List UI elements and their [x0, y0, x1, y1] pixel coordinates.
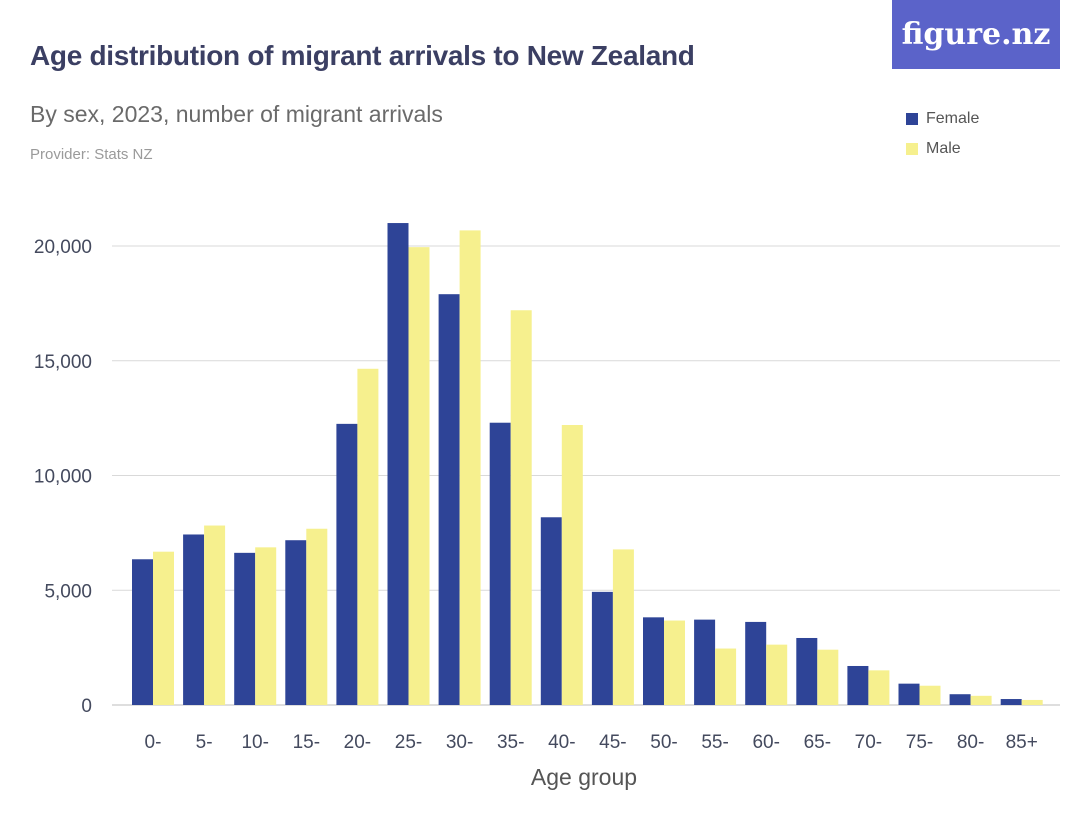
x-tick-label: 25-: [395, 732, 422, 753]
x-axis-title: Age group: [531, 764, 637, 790]
legend-item-male: Male: [906, 134, 979, 164]
bar-male-70: [868, 670, 890, 705]
bar-female-0: [132, 559, 153, 705]
bar-female-70: [847, 665, 869, 705]
bar-male-50: [664, 620, 685, 705]
legend-item-female: Female: [906, 104, 979, 134]
x-tick-label: 5-: [196, 732, 213, 753]
x-tick-label: 30-: [446, 732, 473, 753]
bar-male-30: [459, 230, 481, 706]
bar-male-85plus: [1021, 699, 1043, 705]
bar-male-40: [561, 425, 583, 705]
chart-title: Age distribution of migrant arrivals to …: [30, 40, 695, 71]
bar-female-50: [643, 617, 664, 705]
x-tick-label: 40-: [548, 732, 575, 753]
x-tick-label: 55-: [701, 732, 728, 753]
bar-male-75: [919, 685, 941, 705]
x-tick-label: 70-: [855, 732, 882, 753]
y-tick-label: 20,000: [34, 237, 92, 258]
bar-female-45: [591, 591, 613, 705]
figure-nz-logo[interactable]: figure.nz: [892, 0, 1060, 69]
x-axis-labels: 0- 5- 10- 15- 20- 25- 30- 35- 40- 45- 50- 55- 60- 65-…: [145, 732, 1038, 753]
x-tick-label: 60-: [752, 732, 779, 753]
bar-female-35: [489, 422, 511, 705]
y-tick-label: 0: [81, 696, 92, 717]
bar-female-85plus: [1000, 699, 1022, 705]
x-tick-label: 75-: [906, 732, 933, 753]
bar-female-10: [234, 552, 256, 705]
y-axis-labels: 0 5,000 10,000 15,000 20,000: [34, 237, 92, 717]
bar-male-0: [153, 551, 174, 705]
bar-male-20: [357, 368, 379, 705]
bar-male-10: [255, 547, 277, 705]
x-tick-label: 80-: [957, 732, 984, 753]
bar-female-40: [540, 517, 562, 705]
legend-swatch-female: [906, 113, 918, 125]
bar-female-30: [438, 294, 460, 705]
legend-label-female: Female: [926, 110, 980, 127]
data-provider: Provider: Stats NZ: [30, 146, 153, 163]
x-tick-label: 15-: [293, 732, 320, 753]
bar-male-5: [204, 525, 226, 705]
x-tick-label: 0-: [145, 732, 162, 753]
y-tick-label: 5,000: [44, 581, 92, 602]
bar-female-80: [949, 694, 971, 705]
y-tick-label: 15,000: [34, 352, 92, 373]
bar-female-25: [387, 223, 409, 706]
bar-female-55: [694, 619, 716, 705]
legend-label-male: Male: [926, 140, 961, 157]
logo-text: figure.nz: [901, 17, 1051, 52]
bar-female-65: [796, 637, 818, 705]
x-tick-label: 65-: [804, 732, 831, 753]
bar-male-60: [766, 644, 788, 705]
bar-male-25: [408, 247, 430, 705]
bar-female-60: [745, 621, 767, 705]
bar-female-5: [183, 534, 205, 705]
x-tick-label: 20-: [344, 732, 371, 753]
x-tick-label: 45-: [599, 732, 626, 753]
legend-swatch-male: [906, 143, 918, 155]
x-tick-label: 50-: [650, 732, 677, 753]
bar-male-80: [970, 695, 992, 705]
x-tick-label: 35-: [497, 732, 524, 753]
x-tick-label: 85+: [1006, 732, 1038, 753]
bar-female-15: [285, 540, 307, 705]
chart-subtitle: By sex, 2023, number of migrant arrivals: [30, 101, 443, 127]
bar-female-20: [336, 423, 358, 705]
bar-male-65: [817, 649, 839, 705]
bar-male-15: [306, 528, 328, 705]
bar-female-75: [898, 683, 920, 705]
chart-legend: Female Male: [906, 104, 979, 164]
bar-male-55: [715, 648, 737, 705]
bar-male-35: [510, 310, 532, 705]
bars: [132, 223, 1043, 706]
y-tick-label: 10,000: [34, 467, 92, 488]
bar-male-45: [612, 549, 634, 705]
x-tick-label: 10-: [241, 732, 268, 753]
